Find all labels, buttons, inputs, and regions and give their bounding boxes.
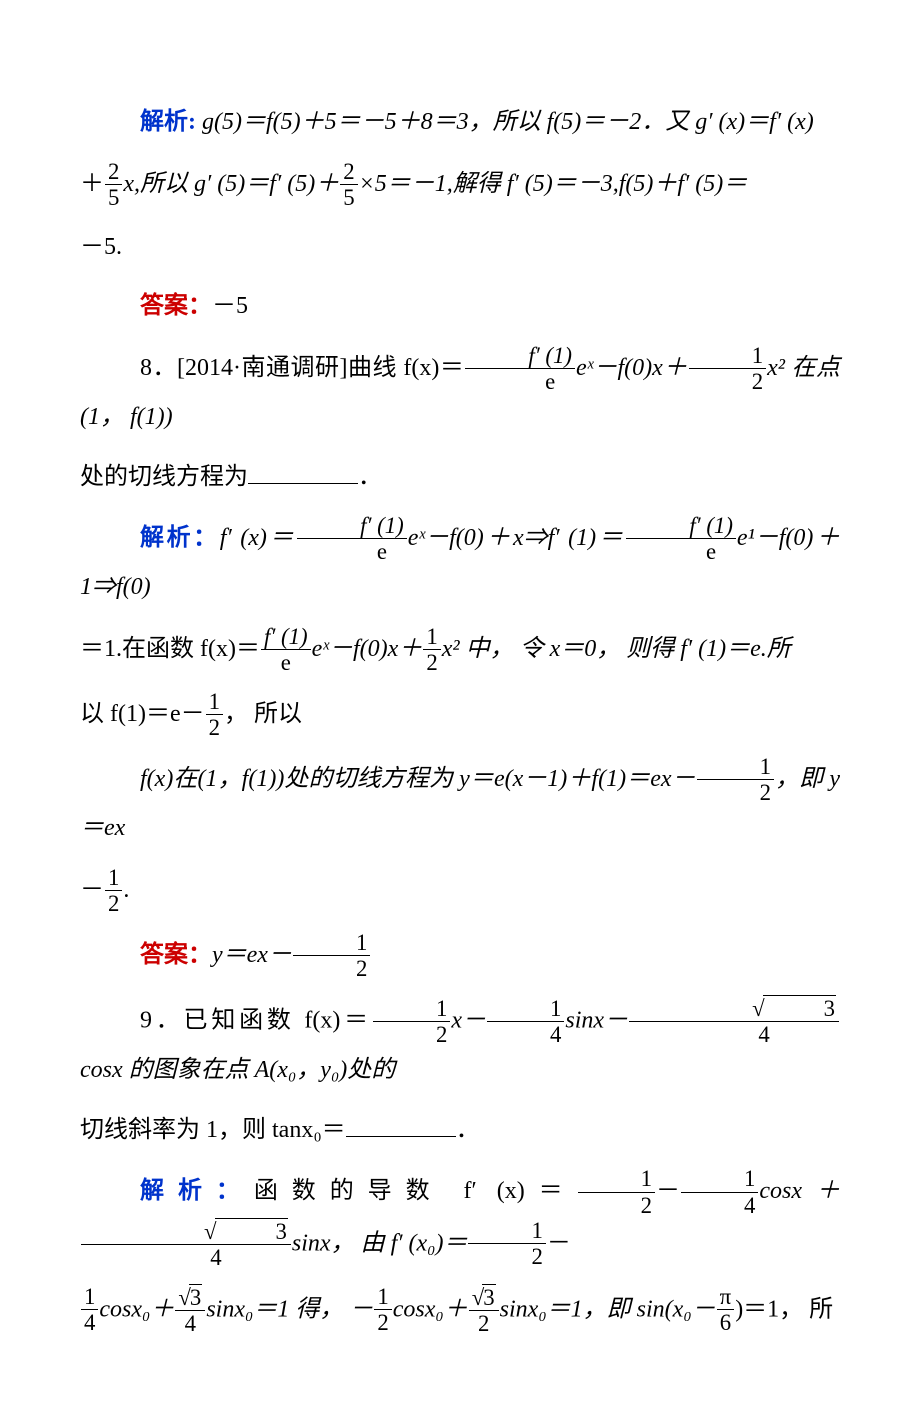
frac-2-5-b: 25 [340,159,357,210]
q9-tail: 切线斜率为 1，则 tanx₀＝ [80,1117,346,1143]
q9-solution-line2: 14cosx₀＋34sinx₀＝1 得， －12cosx₀＋32sinx₀＝1，… [80,1285,840,1337]
q9-mid3: cosx 的图象在点 A(x₀，y₀)处的 [80,1057,395,1083]
q8-tail: 处的切线方程为 [80,464,248,490]
s8a-pre: f′ (x)＝ [220,525,296,551]
s9a-mid2: cosx＋ [759,1179,840,1205]
s9b-frac4: 32 [469,1284,499,1336]
q7-sol-text-2: x,所以 g′ (5)＝f′ (5)＋ [123,171,339,197]
s9b-mid1: cosx₀＋ [99,1296,174,1322]
s9a-mid1: － [656,1179,680,1205]
q8-solution-line4: f(x)在(1，f(1))处的切线方程为 y＝e(x－1)＋f(1)＝ex－12… [80,755,840,852]
q8-mid1: eˣ－f(0)x＋ [576,355,688,381]
q8-answer: 答案：y＝ex－12 [80,931,840,982]
analysis-label-8: 解析： [140,525,220,551]
q9-blank [346,1114,456,1137]
s8e-frac: 12 [105,865,122,916]
q7-solution-line2: ＋25x,所以 g′ (5)＝f′ (5)＋25×5＝－1,解得 f′ (5)＝… [80,160,840,211]
q9-frac3: 34 [629,995,839,1047]
sqrt3-d: 3 [472,1284,496,1310]
s8c-mid: ， 所以 [224,701,302,727]
s8c-frac: 12 [206,689,223,740]
s9b-mid3: cosx₀＋ [393,1296,468,1322]
q8-solution-line1: 解析：f′ (x)＝f′ (1)eeˣ－f(0)＋x⇒f′ (1)＝f′ (1)… [80,514,840,611]
q8-period: ． [358,464,382,490]
q8-stem-line2: 处的切线方程为 ． [80,455,840,501]
s9a-frac1: 12 [578,1166,655,1217]
s8a-frac2: f′ (1)e [626,513,736,564]
answer-label-7: 答案： [140,293,212,319]
q8-blank [248,461,358,484]
s9a-frac3: 34 [81,1218,291,1270]
sqrt3-c: 3 [178,1284,202,1310]
s8b-mid2: x² 中， 令 x＝0， 则得 f′ (1)＝e.所 [442,636,791,662]
q9-head: 9．已知函数 f(x)＝ [140,1008,372,1034]
q9-frac1: 12 [373,996,450,1047]
s8d-pre: f(x)在(1，f(1))处的切线方程为 y＝e(x－1)＋f(1)＝ex－ [140,766,696,792]
q7-sol-text-3: ×5＝－1,解得 f′ (5)＝－3,f(5)＋f′ (5)＝ [359,171,748,197]
s9b-frac3: 12 [374,1284,391,1335]
s9a-pre: 函数的导数 f′ (x)＝ [254,1179,577,1205]
frac-2-5-a: 25 [105,159,122,210]
s9a-frac4: 12 [468,1218,545,1269]
s9a-mid4: － [547,1230,571,1256]
s8d-frac: 12 [697,754,774,805]
s8b-mid1: eˣ－f(0)x＋ [312,636,423,662]
q7-answer: 答案：－5 [80,284,840,330]
s9a-frac2: 14 [681,1166,758,1217]
s8b-frac2: 12 [423,624,440,675]
q9-mid1: x－ [451,1008,486,1034]
q8-solution-line5: －12. [80,866,840,917]
s8b-pre: ＝1.在函数 f(x)＝ [80,636,260,662]
q7-sol-text-4: －5. [80,234,122,260]
s8e-mid: . [123,877,129,903]
s8a-mid1: eˣ－f(0)＋x⇒f′ (1)＝ [408,525,626,551]
s9a-mid3: sinx， 由 f′ (x₀)＝ [292,1230,468,1256]
q9-mid2: sinx－ [565,1008,628,1034]
q9-period: ． [456,1117,480,1143]
s9b-frac1: 14 [81,1284,98,1335]
s9b-frac2: 34 [175,1284,205,1336]
s8a-frac1: f′ (1)e [297,513,407,564]
s8b-frac1: f′ (1)e [261,624,311,675]
q9-solution-line1: 解析：函数的导数 f′ (x)＝12－14cosx＋34sinx， 由 f′ (… [80,1167,840,1270]
ans8-frac: 12 [293,930,370,981]
q7-solution-line3: －5. [80,225,840,271]
s9b-mid4: sinx₀＝1，即 sin(x₀－ [500,1296,716,1322]
s9b-mid2: sinx₀＝1 得， － [206,1296,373,1322]
q9-frac2: 14 [487,996,564,1047]
q8-frac-1-2-a: 12 [689,343,766,394]
s9b-frac5: π6 [717,1284,735,1335]
q7-answer-value: －5 [212,293,248,319]
q7-solution-line1: 解析: g(5)＝f(5)＋5＝－5＋8＝3，所以 f(5)＝－2．又 g′ (… [80,100,840,146]
q9-stem-line2: 切线斜率为 1，则 tanx₀＝ ． [80,1108,840,1154]
answer-label-8: 答案： [140,942,212,968]
s9b-mid5: )＝1， 所 [735,1296,833,1322]
sqrt3-b: 3 [144,1218,288,1244]
q8-solution-line3: 以 f(1)＝e－12， 所以 [80,690,840,741]
q9-stem-line1: 9．已知函数 f(x)＝12x－14sinx－34 cosx 的图象在点 A(x₀… [80,996,840,1094]
q7-sol-text-1: g(5)＝f(5)＋5＝－5＋8＝3，所以 f(5)＝－2．又 g′ (x)＝f… [202,109,814,135]
plus: ＋ [80,171,104,197]
sqrt3-a: 3 [692,995,836,1021]
analysis-label-9: 解析： [140,1179,254,1205]
s8c-pre: 以 f(1)＝e－ [80,701,205,727]
q8-stem-line1: 8．[2014·南通调研]曲线 f(x)＝f′ (1)eeˣ－f(0)x＋12x… [80,344,840,441]
analysis-label: 解析: [140,109,196,135]
q8-frac-fp1-e-a: f′ (1)e [465,343,575,394]
s8e-pre: － [80,877,104,903]
q8-head: 8．[2014·南通调研]曲线 f(x)＝ [140,355,464,381]
q8-solution-line2: ＝1.在函数 f(x)＝f′ (1)eeˣ－f(0)x＋12x² 中， 令 x＝… [80,625,840,676]
ans8-pre: y＝ex－ [212,942,292,968]
